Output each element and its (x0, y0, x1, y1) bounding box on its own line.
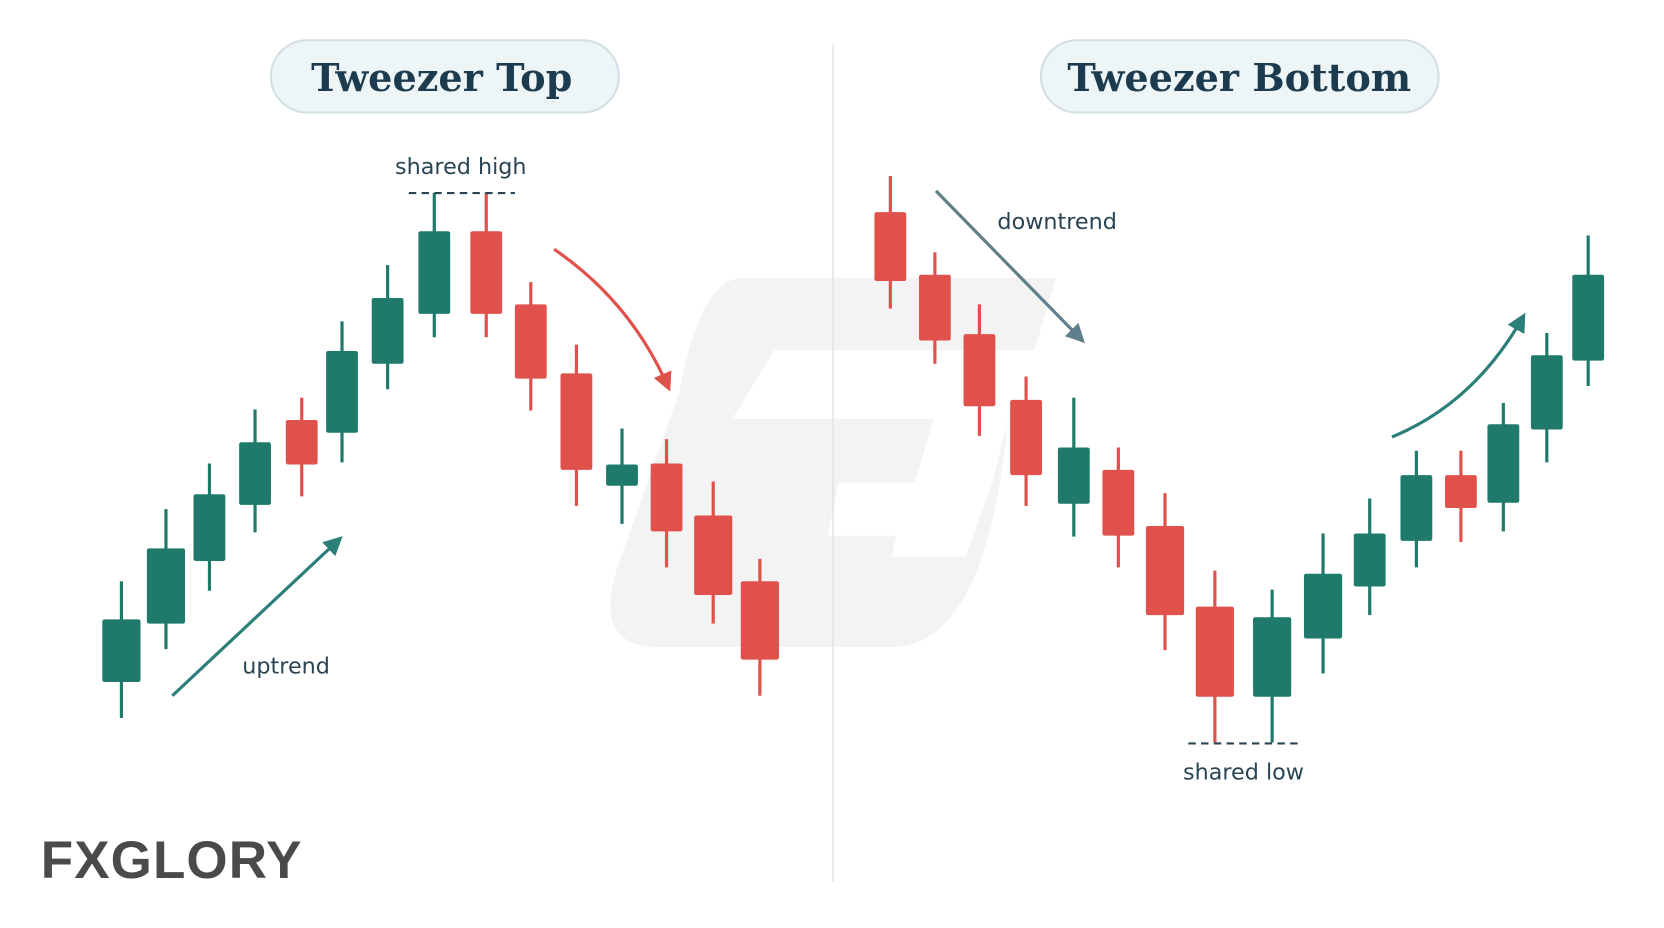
annotation: shared low (1183, 760, 1304, 786)
trend-arrow (1391, 312, 1526, 439)
candle-body (239, 442, 271, 505)
candle-body (1102, 469, 1135, 536)
candle-body (1195, 606, 1234, 697)
candle-body (326, 351, 358, 433)
candle-body (285, 419, 318, 465)
trend-arrow (934, 189, 1085, 344)
candle-body (146, 548, 186, 624)
candle-body (874, 212, 907, 282)
panel-title: Tweezer Bottom (1067, 56, 1411, 101)
candle-body (1303, 573, 1343, 639)
trend-label: uptrend (242, 653, 330, 679)
candle-body (1057, 447, 1090, 504)
candle-body (694, 515, 733, 595)
candle-body (1445, 475, 1477, 509)
title-pill (269, 39, 620, 114)
trend-arrow (171, 536, 343, 697)
candle-body (1010, 399, 1042, 476)
candle-body (1145, 526, 1185, 616)
candle-body (963, 334, 996, 407)
candle-body (514, 304, 547, 379)
candle-body (1253, 617, 1292, 697)
candle-body (371, 298, 404, 364)
candle-body (1353, 533, 1386, 587)
candle-body (650, 463, 683, 532)
candle-body (102, 619, 141, 682)
panel-title: Tweezer Top (311, 56, 572, 101)
candle-body (418, 231, 451, 314)
candle-body (918, 274, 951, 341)
trend-arrow (553, 247, 672, 392)
title-pill (1039, 39, 1440, 114)
candle-body (1572, 274, 1605, 361)
candle-body (1400, 475, 1433, 541)
candle-body (606, 464, 638, 486)
annotation: shared high (395, 154, 526, 180)
trend-label: downtrend (997, 209, 1116, 235)
candle-body (1487, 424, 1520, 503)
candle-body (470, 231, 503, 314)
candle-body (740, 581, 779, 660)
candle-body (1530, 355, 1563, 430)
candles (102, 176, 1605, 743)
logo: FXGLORY (41, 831, 303, 890)
candle-body (560, 373, 593, 470)
candle-body (193, 494, 226, 562)
